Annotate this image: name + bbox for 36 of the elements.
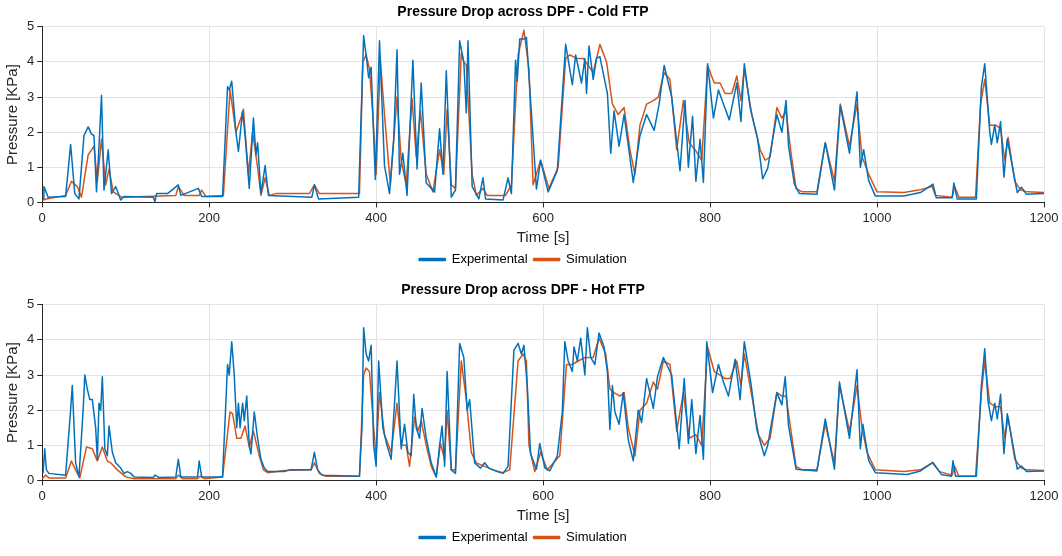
y-tick-label: 3: [27, 88, 35, 104]
y-axis-title: Pressure [KPa]: [3, 342, 21, 444]
chart-title: Pressure Drop across DPF - Cold FTP: [397, 3, 649, 20]
y-tick-label: 0: [27, 471, 35, 487]
y-tick-label: 1: [27, 158, 35, 174]
y-tick-label: 2: [27, 401, 35, 417]
legend-label: Simulation: [566, 251, 627, 267]
x-tick-label: 1000: [862, 487, 892, 503]
y-tick-label: 5: [27, 296, 35, 312]
legend-label: Experimental: [451, 251, 528, 267]
x-tick-label: 400: [365, 209, 387, 225]
chart-title: Pressure Drop across DPF - Hot FTP: [401, 281, 645, 298]
x-tick-label: 400: [365, 487, 387, 503]
y-tick-label: 1: [27, 436, 35, 452]
y-tick-label: 4: [27, 53, 35, 69]
y-tick-label: 5: [27, 18, 35, 34]
x-tick-label: 1200: [1029, 487, 1059, 503]
x-tick-label: 800: [699, 209, 721, 225]
x-axis-title: Time [s]: [516, 228, 570, 246]
x-tick-label: 1000: [862, 209, 892, 225]
x-tick-label: 200: [198, 209, 221, 225]
x-tick-label: 200: [198, 487, 221, 503]
y-axis-title: Pressure [KPa]: [3, 64, 21, 166]
x-tick-label: 1200: [1029, 209, 1059, 225]
legend-label: Simulation: [566, 529, 627, 545]
x-tick-label: 600: [532, 209, 554, 225]
y-tick-label: 3: [27, 366, 35, 382]
x-axis-title: Time [s]: [516, 506, 570, 524]
y-tick-label: 4: [27, 331, 35, 347]
x-tick-label: 0: [38, 209, 46, 225]
y-tick-label: 0: [27, 193, 35, 209]
x-tick-label: 800: [699, 487, 721, 503]
x-tick-label: 0: [38, 487, 46, 503]
y-tick-label: 2: [27, 123, 35, 139]
legend-label: Experimental: [451, 529, 528, 545]
x-tick-label: 600: [532, 487, 554, 503]
